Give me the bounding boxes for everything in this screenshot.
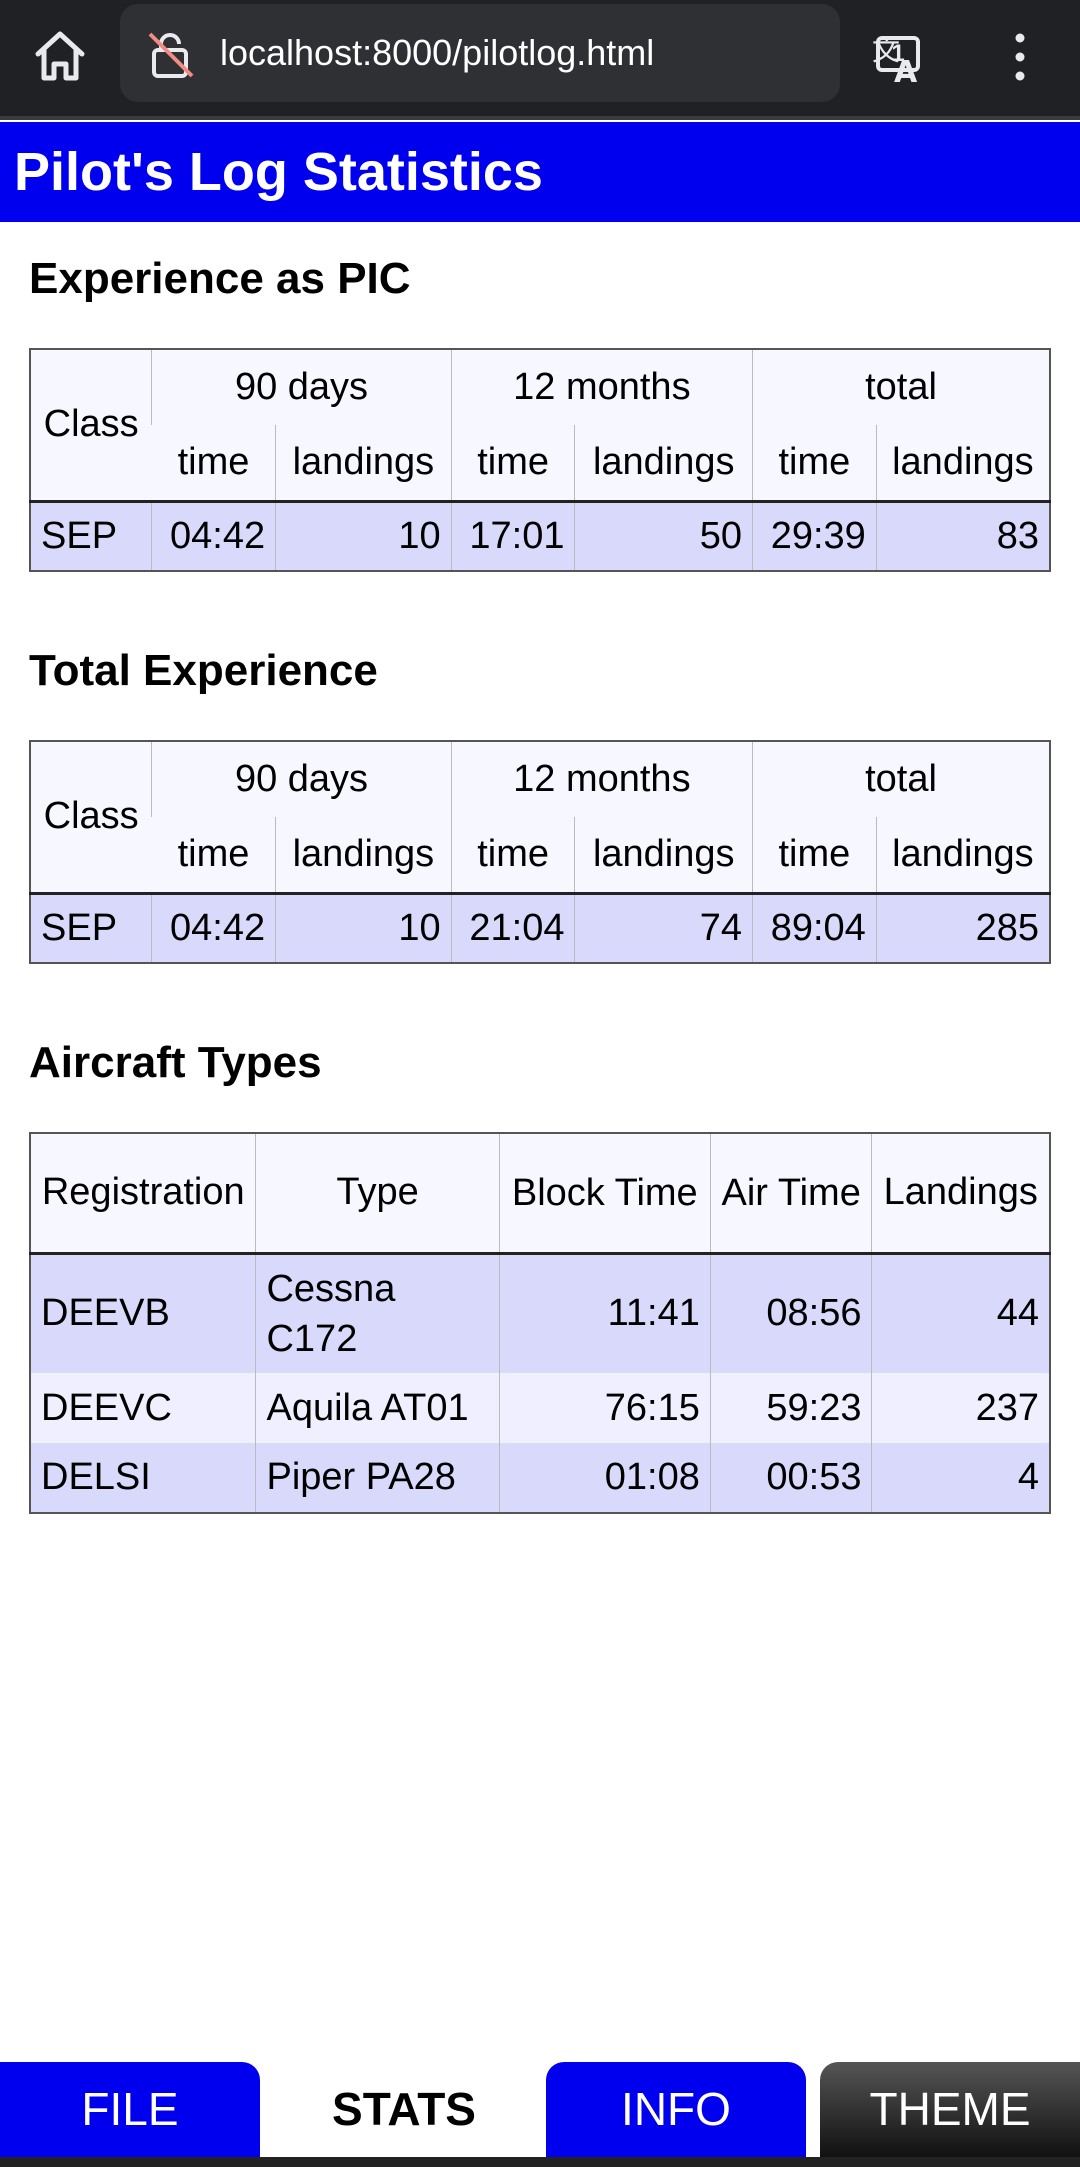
cell-90d-landings: 10 (275, 501, 452, 571)
tab-stats[interactable]: STATS (268, 2062, 540, 2157)
cell-12m-time: 17:01 (450, 501, 575, 571)
section-title-pic: Experience as PIC (29, 254, 411, 303)
cell-air-time: 59:23 (709, 1373, 872, 1443)
pic-table: Class 90 days 12 months total time landi… (29, 348, 1051, 572)
col-90-days: 90 days (151, 349, 452, 425)
svg-text:A: A (894, 55, 918, 86)
cell-registration: DEEVB (41, 1292, 170, 1335)
cell-90d-landings: 10 (275, 893, 452, 963)
cell-total-time: 89:04 (752, 893, 877, 963)
col-time: time (752, 425, 877, 501)
cell-block-time: 01:08 (498, 1443, 711, 1513)
table-row: DELSI Piper PA28 01:08 00:53 4 (30, 1443, 1050, 1513)
cell-landings: 44 (871, 1253, 1050, 1373)
col-air-time: Air Time (709, 1133, 872, 1253)
cell-12m-landings: 50 (574, 501, 753, 571)
cell-registration: DEEVC (41, 1386, 172, 1429)
table-row: SEP 04:42 10 21:04 74 89:04 285 (30, 893, 1050, 963)
app-header: Pilot's Log Statistics (0, 122, 1080, 222)
cell-12m-time: 21:04 (450, 893, 575, 963)
cell-block-time: 76:15 (498, 1373, 711, 1443)
cell-12m-landings: 74 (574, 893, 753, 963)
col-class: Class (43, 403, 139, 446)
col-block-time: Block Time (498, 1133, 711, 1253)
cell-type: Cessna C172 (255, 1253, 500, 1373)
col-landings: landings (574, 425, 753, 501)
col-landings: landings (275, 425, 452, 501)
cell-total-landings: 285 (875, 893, 1050, 963)
aircraft-table: Registration Type Block Time Air Time La… (29, 1132, 1051, 1514)
col-registration: Registration (41, 1171, 245, 1214)
tab-switcher-button[interactable]: 1 (876, 36, 920, 72)
cell-registration: DELSI (41, 1456, 151, 1498)
col-time: time (450, 425, 575, 501)
page-title: Pilot's Log Statistics (14, 142, 543, 202)
cell-landings: 237 (871, 1373, 1050, 1443)
system-nav-bar (0, 2157, 1080, 2167)
col-time: time (177, 832, 250, 875)
col-landings: landings (875, 817, 1050, 893)
section-title-aircraft: Aircraft Types (29, 1038, 322, 1087)
overflow-menu-icon[interactable] (1000, 24, 1040, 90)
col-total: total (752, 349, 1050, 425)
col-time: time (752, 817, 877, 893)
cell-air-time: 08:56 (709, 1253, 872, 1373)
tab-file[interactable]: FILE (0, 2062, 260, 2157)
col-landings: Landings (871, 1133, 1050, 1253)
col-90-days: 90 days (151, 741, 452, 817)
cell-block-time: 11:41 (498, 1253, 711, 1373)
tab-info[interactable]: INFO (546, 2062, 806, 2157)
col-class: Class (43, 795, 139, 838)
col-12-months: 12 months (450, 349, 753, 425)
cell-total-landings: 83 (875, 501, 1050, 571)
col-landings: landings (574, 817, 753, 893)
table-row: SEP 04:42 10 17:01 50 29:39 83 (30, 501, 1050, 571)
col-time: time (177, 440, 250, 483)
cell-90d-time: 04:42 (151, 893, 276, 963)
cell-air-time: 00:53 (709, 1443, 872, 1513)
col-landings: landings (875, 425, 1050, 501)
cell-90d-time: 04:42 (151, 501, 276, 571)
col-total: total (752, 741, 1050, 817)
tab-theme[interactable]: THEME (820, 2062, 1080, 2157)
url-text[interactable]: localhost:8000/pilotlog.html (220, 32, 655, 73)
col-time: time (450, 817, 575, 893)
section-title-total: Total Experience (29, 646, 378, 695)
insecure-lock-icon[interactable] (146, 30, 196, 80)
col-type: Type (255, 1133, 500, 1253)
cell-type: Aquila AT01 (255, 1373, 500, 1443)
cell-type: Piper PA28 (255, 1443, 500, 1513)
col-landings: landings (275, 817, 452, 893)
cell-landings: 4 (871, 1443, 1050, 1513)
table-row: DEEVC Aquila AT01 76:15 59:23 237 (30, 1373, 1050, 1443)
table-row: DEEVB Cessna C172 11:41 08:56 44 (30, 1253, 1050, 1373)
col-12-months: 12 months (450, 741, 753, 817)
cell-class: SEP (41, 514, 118, 557)
cell-class: SEP (41, 906, 118, 949)
cell-total-time: 29:39 (752, 501, 877, 571)
home-icon[interactable] (30, 26, 90, 86)
total-table: Class 90 days 12 months total time landi… (29, 740, 1051, 964)
bottom-tab-bar: FILE STATS INFO THEME (0, 2062, 1080, 2167)
